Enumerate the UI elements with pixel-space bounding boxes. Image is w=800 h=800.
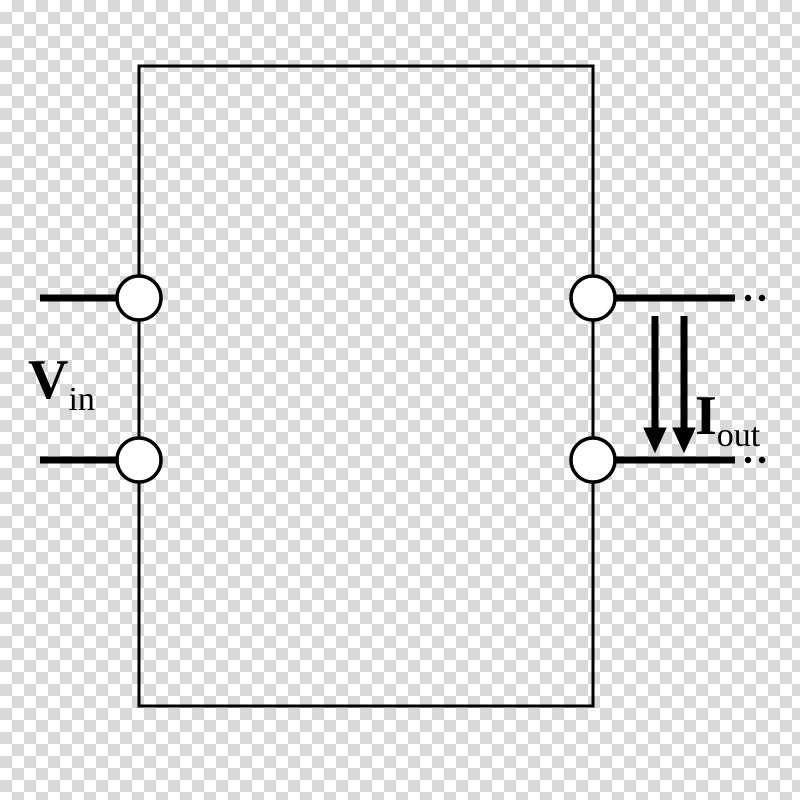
- label-iout-main: I: [695, 385, 717, 447]
- label-vin-main: V: [28, 349, 68, 411]
- lead-dot: [745, 295, 751, 301]
- terminal-left-bottom: [117, 438, 161, 482]
- label-vin-sub: in: [68, 381, 94, 418]
- terminal-right-top: [571, 276, 615, 320]
- lead-dot: [759, 457, 765, 463]
- lead-dot: [745, 457, 751, 463]
- iout-arrows: [644, 316, 695, 452]
- label-iout-sub: out: [717, 417, 760, 454]
- label-iout: Iout: [695, 388, 760, 453]
- label-vin: Vin: [28, 352, 95, 417]
- lead-dot: [759, 295, 765, 301]
- two-port-box: [139, 66, 593, 706]
- circuit-svg: [0, 0, 800, 800]
- terminal-left-top: [117, 276, 161, 320]
- terminal-right-bottom: [571, 438, 615, 482]
